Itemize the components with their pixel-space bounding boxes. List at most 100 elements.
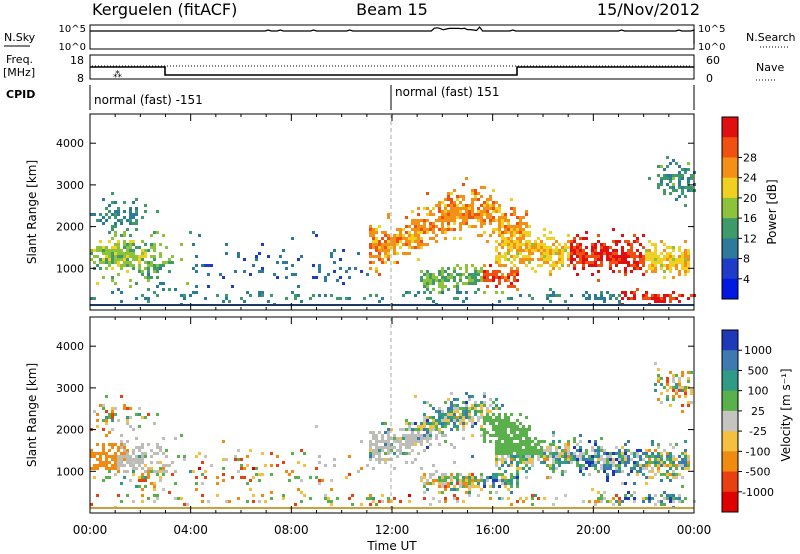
- scatter-cell: [369, 458, 372, 461]
- scatter-cell: [519, 443, 522, 446]
- scatter-cell: [102, 404, 105, 407]
- scatter-cell: [651, 255, 654, 258]
- scatter-cell: [222, 276, 225, 279]
- scatter-cell: [159, 282, 162, 285]
- scatter-cell: [669, 294, 672, 297]
- scatter-cell: [144, 455, 147, 458]
- scatter-cell: [579, 449, 582, 452]
- scatter-cell: [99, 452, 102, 455]
- scatter-cell: [606, 249, 609, 252]
- scatter-cell: [450, 207, 453, 210]
- scatter-cell: [495, 201, 498, 204]
- scatter-cell: [675, 473, 678, 476]
- scatter-cell: [183, 503, 186, 506]
- scatter-cell: [459, 210, 462, 213]
- scatter-cell: [303, 494, 306, 497]
- scatter-cell: [495, 258, 498, 261]
- scatter-cell: [516, 452, 519, 455]
- scatter-cell: [519, 458, 522, 461]
- scatter-cell: [507, 219, 510, 222]
- scatter-cell: [456, 204, 459, 207]
- scatter-cell: [156, 446, 159, 449]
- scatter-cell: [501, 219, 504, 222]
- scatter-cell: [396, 440, 399, 443]
- scatter-cell: [573, 258, 576, 261]
- scatter-cell: [624, 258, 627, 261]
- scatter-cell: [423, 222, 426, 225]
- scatter-cell: [552, 443, 555, 446]
- scatter-cell: [582, 500, 585, 503]
- scatter-cell: [432, 282, 435, 285]
- velocity-scatter-cells: [90, 362, 696, 509]
- scatter-cell: [414, 240, 417, 243]
- scatter-cell: [96, 467, 99, 470]
- scatter-cell: [174, 288, 177, 291]
- scatter-cell: [648, 500, 651, 503]
- scatter-cell: [633, 461, 636, 464]
- scatter-cell: [510, 422, 513, 425]
- scatter-cell: [474, 273, 477, 276]
- scatter-cell: [216, 494, 219, 497]
- scatter-cell: [531, 297, 534, 300]
- scatter-cell: [447, 276, 450, 279]
- scatter-cell: [591, 261, 594, 264]
- scatter-cell: [120, 264, 123, 267]
- scatter-cell: [552, 431, 555, 434]
- scatter-cell: [117, 455, 120, 458]
- scatter-cell: [339, 258, 342, 261]
- scatter-cell: [519, 258, 522, 261]
- scatter-cell: [624, 240, 627, 243]
- scatter-cell: [627, 455, 630, 458]
- scatter-cell: [105, 252, 108, 255]
- scatter-cell: [456, 282, 459, 285]
- scatter-cell: [102, 479, 105, 482]
- velocity-colorbar-label: Velocity [m s⁻¹]: [779, 368, 793, 461]
- scatter-cell: [546, 297, 549, 300]
- scatter-cell: [438, 428, 441, 431]
- scatter-cell: [522, 440, 525, 443]
- cpid-panel: CPID normal (fast) -151 normal (fast) 15…: [6, 85, 695, 110]
- scatter-cell: [687, 258, 690, 261]
- scatter-cell: [114, 261, 117, 264]
- scatter-cell: [504, 440, 507, 443]
- scatter-cell: [519, 261, 522, 264]
- scatter-cell: [132, 222, 135, 225]
- scatter-cell: [669, 371, 672, 374]
- scatter-cell: [114, 222, 117, 225]
- scatter-cell: [141, 455, 144, 458]
- scatter-cell: [429, 428, 432, 431]
- scatter-cell: [603, 452, 606, 455]
- scatter-cell: [429, 443, 432, 446]
- scatter-cell: [462, 419, 465, 422]
- scatter-cell: [492, 273, 495, 276]
- scatter-cell: [189, 231, 192, 234]
- scatter-cell: [531, 458, 534, 461]
- scatter-cell: [438, 279, 441, 282]
- scatter-cell: [594, 246, 597, 249]
- scatter-cell: [570, 255, 573, 258]
- scatter-cell: [360, 440, 363, 443]
- scatter-cell: [315, 476, 318, 479]
- scatter-cell: [480, 267, 483, 270]
- scatter-cell: [657, 368, 660, 371]
- scatter-cell: [612, 461, 615, 464]
- scatter-cell: [135, 219, 138, 222]
- colorbar-tick-label: 24: [743, 172, 757, 185]
- scatter-cell: [570, 243, 573, 246]
- scatter-cell: [516, 267, 519, 270]
- scatter-cell: [633, 240, 636, 243]
- scatter-cell: [642, 255, 645, 258]
- scatter-cell: [447, 216, 450, 219]
- scatter-cell: [516, 231, 519, 234]
- scatter-cell: [510, 449, 513, 452]
- scatter-cell: [378, 300, 381, 303]
- scatter-cell: [498, 458, 501, 461]
- scatter-cell: [552, 503, 555, 506]
- scatter-cell: [543, 258, 546, 261]
- scatter-cell: [105, 452, 108, 455]
- scatter-cell: [483, 204, 486, 207]
- scatter-cell: [444, 198, 447, 201]
- scatter-cell: [129, 219, 132, 222]
- velocity-x-ticks: [89, 317, 695, 513]
- scatter-cell: [489, 198, 492, 201]
